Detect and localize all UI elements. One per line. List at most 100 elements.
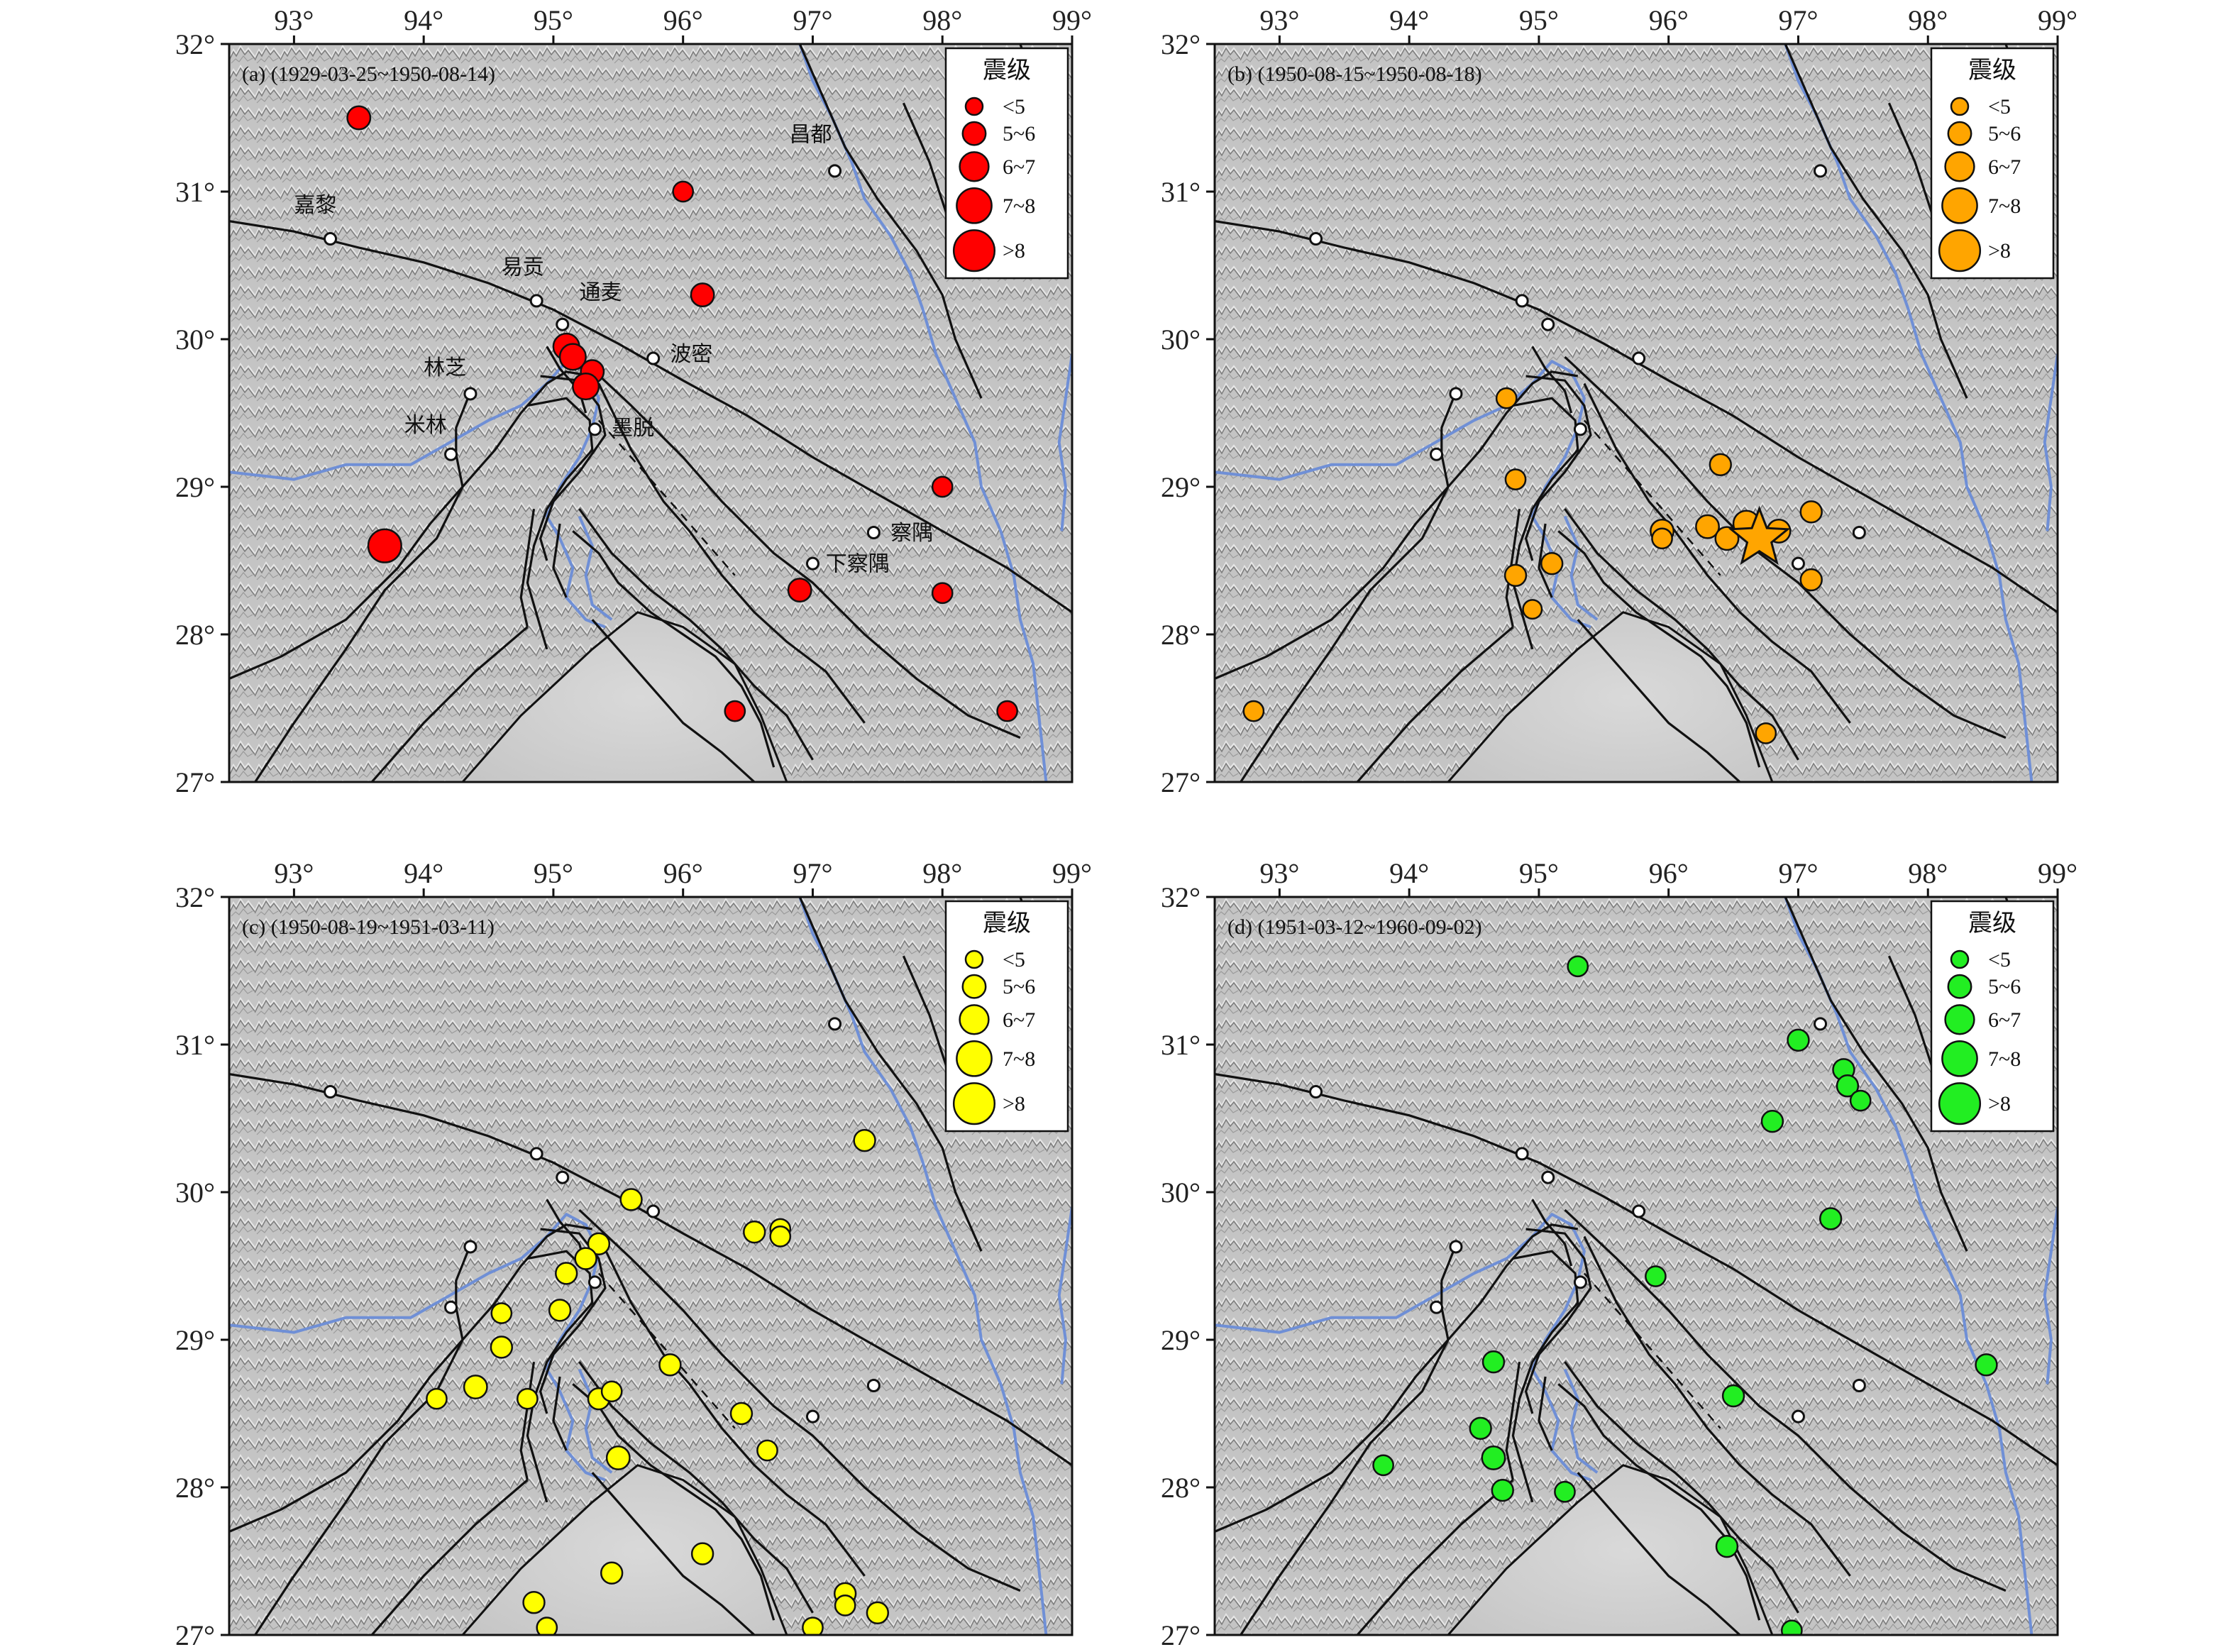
- fault-line-3: [1784, 44, 1968, 399]
- lon-tick-label: 95°: [534, 4, 573, 36]
- lat-tick-label: 28°: [175, 1472, 215, 1504]
- fault-line-17: [546, 346, 587, 414]
- legend-title: 震级: [983, 909, 1031, 937]
- map-area: [229, 897, 1072, 1635]
- fault-line-16: [455, 1248, 470, 1308]
- city-name: 波密: [670, 342, 712, 367]
- legend-class-label: 6~7: [1003, 1008, 1035, 1032]
- city-marker: [866, 525, 881, 539]
- fault-line-11: [552, 523, 568, 598]
- fault-line-8: [1511, 1250, 1579, 1503]
- earthquake-event: [1799, 500, 1823, 524]
- fault-line-5: [902, 955, 950, 1075]
- city-marker: [646, 1204, 661, 1218]
- city-marker: [463, 1240, 478, 1254]
- earthquake-event: [1503, 563, 1528, 587]
- fault-line-16: [1440, 395, 1456, 455]
- fault-line-7: [1240, 1306, 1450, 1635]
- city-marker: [1852, 525, 1866, 539]
- lon-tick-label: 98°: [1908, 4, 1948, 36]
- legend-symbol: [964, 949, 984, 969]
- lon-tick-label: 95°: [1519, 4, 1559, 36]
- earthquake-event: [572, 373, 600, 401]
- fault-line-13: [1564, 508, 1799, 761]
- earthquake-event: [769, 1226, 792, 1248]
- river-line-2: [578, 515, 613, 621]
- city-marker: [1814, 1017, 1828, 1031]
- legend-symbol: [1950, 949, 1970, 969]
- lat-tick-label: 31°: [1161, 176, 1201, 208]
- lat-tick-label: 29°: [1161, 1324, 1201, 1356]
- earthquake-event: [426, 1387, 448, 1410]
- fault-line-2: [597, 1235, 866, 1577]
- fault-line-16: [455, 395, 470, 455]
- earthquake-event: [743, 1220, 766, 1244]
- earthquake-event: [574, 1247, 597, 1270]
- lon-tick-label: 98°: [922, 4, 962, 36]
- legend-symbol: [1941, 1040, 1978, 1077]
- legend-symbol: [1947, 974, 1972, 999]
- fault-line-14: [370, 1479, 529, 1635]
- earthquake-event: [1491, 1478, 1514, 1502]
- lon-tick-label: 95°: [1519, 857, 1559, 889]
- city-marker: [646, 351, 661, 365]
- fault-line-9: [1525, 1228, 1592, 1414]
- fault-line-12: [1557, 1383, 1761, 1621]
- earthquake-event: [1975, 1353, 1998, 1377]
- legend-class-label: >8: [1003, 1092, 1025, 1116]
- fault-line-7: [254, 1306, 464, 1635]
- fault-line-12: [1557, 530, 1761, 768]
- fault-line-15: [591, 619, 756, 782]
- fault-line-14: [1356, 1479, 1514, 1635]
- earthquake-event: [548, 1299, 572, 1322]
- earthquake-event: [1819, 1207, 1843, 1230]
- legend-symbol: [961, 974, 987, 999]
- earthquake-event: [1799, 568, 1823, 592]
- legend-symbol: [959, 1004, 990, 1035]
- legend-class-label: 5~6: [1988, 122, 2021, 145]
- city-name: 米林: [404, 413, 447, 438]
- fault-line-17: [1531, 1199, 1573, 1267]
- earthquake-event: [367, 528, 402, 563]
- city-marker: [556, 1170, 570, 1184]
- river-line-3: [1057, 353, 1072, 532]
- earthquake-event: [522, 1591, 546, 1614]
- legend-symbol: [1950, 97, 1970, 116]
- fault-line-16: [1440, 1248, 1456, 1308]
- earthquake-event: [690, 282, 715, 308]
- earthquake-event: [517, 1387, 539, 1410]
- lon-tick-label: 95°: [534, 857, 573, 889]
- city-marker: [1632, 351, 1646, 365]
- fault-line-3: [798, 44, 983, 399]
- fault-line-11: [1538, 1376, 1553, 1451]
- earthquake-event: [787, 578, 812, 603]
- earthquake-event: [587, 1232, 611, 1255]
- legend-class-label: 7~8: [1003, 1047, 1035, 1071]
- city-marker: [1814, 164, 1828, 178]
- lat-tick-label: 31°: [1161, 1029, 1201, 1061]
- earthquake-event: [463, 1375, 488, 1400]
- earthquake-event: [1481, 1445, 1506, 1470]
- lat-tick-label: 30°: [1161, 324, 1201, 356]
- map-panel-b: (b) (1950-08-15~1950-08-18) 震级 <5 5~6 6~7 7~8…: [1161, 4, 2077, 798]
- lon-tick-label: 96°: [1649, 857, 1689, 889]
- city-marker: [1430, 1300, 1444, 1314]
- inferred-fault: [597, 1272, 736, 1429]
- city-marker: [805, 1409, 820, 1424]
- fault-line-3: [1784, 897, 1968, 1252]
- earthquake-event: [1481, 1350, 1506, 1374]
- lon-tick-label: 98°: [922, 857, 962, 889]
- earthquake-event: [834, 1595, 856, 1617]
- earthquake-event: [1787, 1028, 1810, 1052]
- legend-symbol: [961, 121, 987, 146]
- river-line-3: [2043, 353, 2058, 532]
- city-marker: [828, 164, 842, 178]
- city-name: 下察隅: [826, 552, 890, 577]
- city-marker: [587, 422, 602, 436]
- city-marker: [1791, 556, 1805, 571]
- map-frame: [1213, 43, 2059, 783]
- legend-class-label: <5: [1003, 95, 1025, 119]
- city-marker: [1632, 1204, 1646, 1218]
- legend-class-label: 7~8: [1003, 194, 1035, 218]
